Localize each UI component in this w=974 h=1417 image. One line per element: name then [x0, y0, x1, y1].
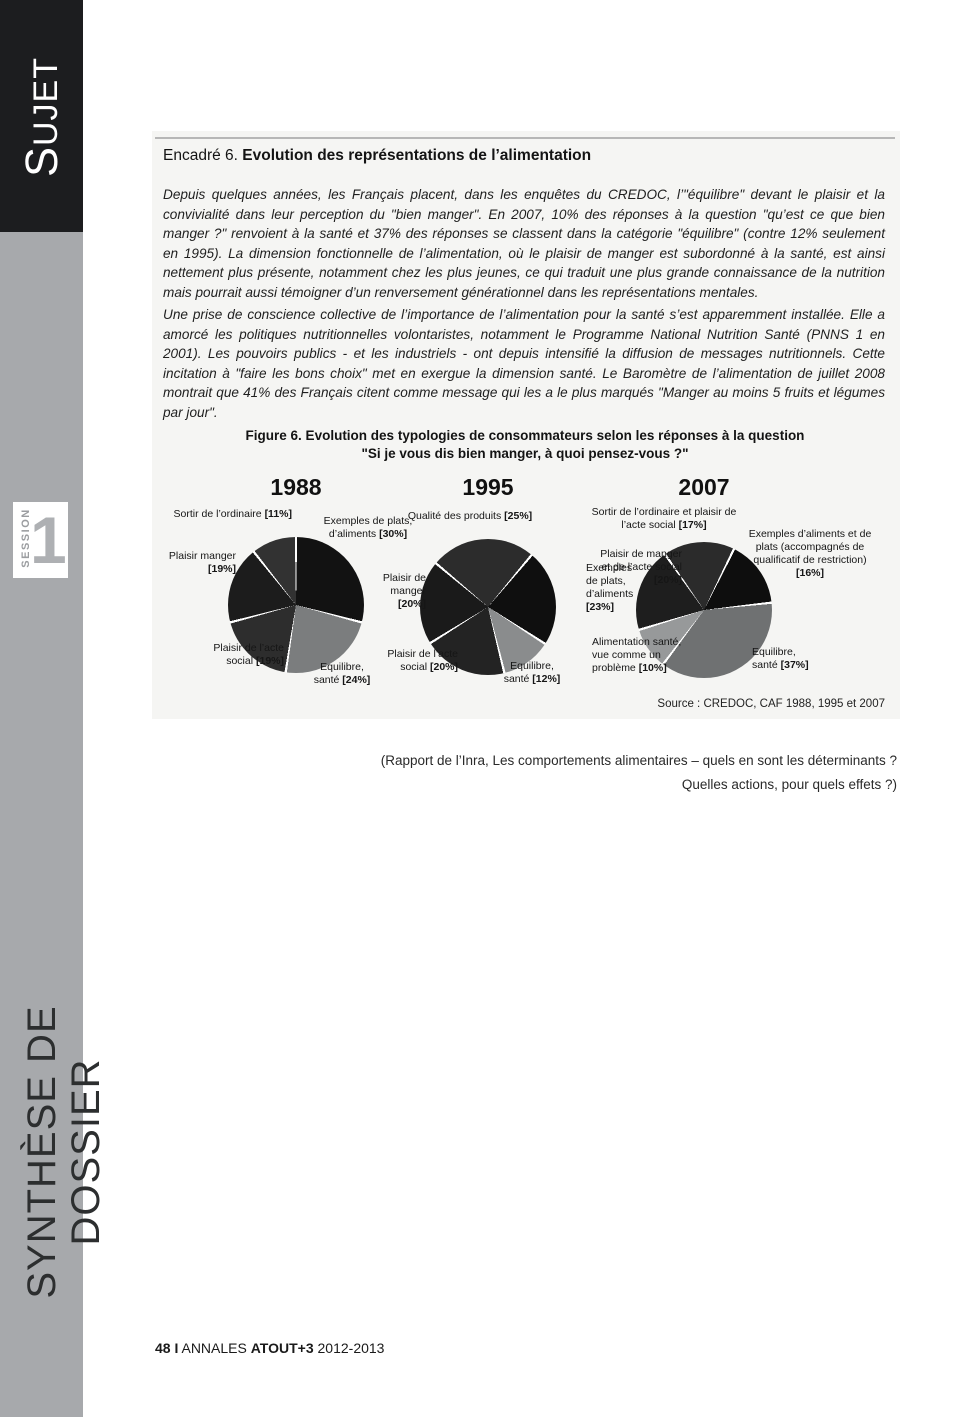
- label-pct: [37%]: [780, 659, 809, 671]
- pie-slice-label: Equilibre, santé [24%]: [308, 661, 376, 687]
- pie-slice-label: Plaisir de manger et de l’acte social [2…: [592, 548, 682, 587]
- pie-slice-label: Sortir de l’ordinaire [11%]: [162, 508, 292, 521]
- figure-source: Source : CREDOC, CAF 1988, 1995 et 2007: [657, 698, 885, 710]
- pie-year-1988: 1988: [270, 474, 322, 500]
- label-pct: [16%]: [795, 567, 824, 579]
- report-caption-line2: Quelles actions, pour quels effets ?): [681, 777, 897, 792]
- pie-slice-label: Plaisir manger [19%]: [160, 550, 236, 576]
- pie-chart-1995: [420, 539, 556, 675]
- pie-slice-label: Exemples de plats, d’aliments [30%]: [318, 515, 418, 541]
- label-pct: [11%]: [264, 508, 292, 520]
- label-pct: [20%]: [653, 574, 682, 586]
- label-pct: [24%]: [342, 674, 371, 686]
- label-text: Exemples de plats, d’aliments: [586, 562, 634, 600]
- paragraph-1: Depuis quelques années, les Français pla…: [163, 187, 885, 300]
- pie-year-1995: 1995: [462, 474, 514, 500]
- label-text: Alimentation santé, vue comme un problèm…: [592, 636, 682, 674]
- session-badge: [13, 502, 68, 578]
- label-text: Equilibre, santé: [313, 661, 364, 686]
- label-text: Equilibre, santé: [503, 660, 554, 685]
- sidebar-bottom-block: [0, 232, 83, 1417]
- footer-page-number: 48: [155, 1340, 171, 1356]
- label-pct: [10%]: [638, 662, 667, 674]
- label-pct: [23%]: [586, 601, 615, 613]
- pie-slice-label: Plaisir de manger [20%]: [376, 572, 426, 611]
- sidebar-label-sujet: SUJET: [16, 37, 67, 197]
- encadre-heading-prefix: Encadré 6.: [163, 147, 238, 164]
- footer-years: 2012-2013: [317, 1340, 385, 1356]
- pie-slice-label: Alimentation santé, vue comme un problèm…: [592, 636, 688, 675]
- label-text: Plaisir de l’acte social: [387, 648, 458, 673]
- label-text: Qualité des produits: [407, 510, 502, 522]
- label-pct: [12%]: [532, 673, 561, 685]
- footer-separator: I: [174, 1340, 179, 1356]
- label-pct: [25%]: [504, 510, 533, 522]
- report-caption-line1: (Rapport de l’Inra, Les comportements al…: [380, 753, 897, 768]
- label-pct: [20%]: [429, 661, 458, 673]
- label-text: Sortir de l’ordinaire: [173, 508, 262, 520]
- label-text: Plaisir de manger et de l’acte social: [600, 548, 682, 573]
- encadre-heading-title: Evolution des représentations de l’alime…: [242, 147, 592, 164]
- label-text: Exemples d’aliments et de plats (accompa…: [748, 528, 872, 566]
- label-pct: [17%]: [678, 519, 707, 531]
- pie-slice-label: Equilibre, santé [37%]: [752, 646, 822, 672]
- footer-brand: ATOUT+3: [250, 1340, 314, 1356]
- session-badge-number: 1: [30, 503, 67, 577]
- page-footer: 48 I ANNALES ATOUT+3 2012-2013: [155, 1340, 384, 1356]
- label-text: Plaisir manger: [168, 550, 236, 562]
- label-pct: [30%]: [379, 528, 408, 540]
- pie-year-2007: 2007: [678, 474, 730, 500]
- encadre-heading: Encadré 6. Evolution des représentations…: [163, 147, 893, 165]
- sujet-rest: UJET: [27, 57, 65, 146]
- figure-title-line1: Figure 6. Evolution des typologies de co…: [245, 428, 805, 443]
- figure-title-line2: "Si je vous dis bien manger, à quoi pens…: [361, 446, 689, 461]
- label-text: Equilibre, santé: [752, 646, 796, 671]
- label-text: Plaisir de manger: [382, 572, 426, 597]
- pie-slice-label: Qualité des produits [25%]: [390, 510, 550, 523]
- pie-chart-1988: [228, 537, 364, 673]
- label-pct: [20%]: [397, 598, 426, 610]
- top-divider: [155, 137, 895, 139]
- sujet-initial: S: [16, 146, 67, 178]
- label-pct: [19%]: [207, 563, 236, 575]
- label-text: Sortir de l’ordinaire et plaisir de l’ac…: [591, 506, 737, 531]
- footer-annales: ANNALES: [181, 1340, 247, 1356]
- pie-slice-label: Exemples de plats, d’aliments [23%]: [586, 562, 642, 614]
- label-pct: [19%]: [255, 655, 284, 667]
- pie-slice-label: Equilibre, santé [12%]: [498, 660, 566, 686]
- label-text: Exemples de plats, d’aliments: [323, 515, 413, 540]
- pie-slice-label: Sortir de l’ordinaire et plaisir de l’ac…: [590, 506, 738, 532]
- pie-slice-label: Plaisir de l’acte social [20%]: [372, 648, 458, 674]
- pie-chart-2007: [636, 542, 772, 678]
- pie-slice-label: Plaisir de l’acte social [19%]: [200, 642, 284, 668]
- sidebar-label-synthese-de-dossier: SYNTHÈSE DE DOSSIER: [20, 1005, 108, 1299]
- pie-slice-label: Exemples d’aliments et de plats (accompa…: [744, 528, 876, 580]
- paragraph-2: Une prise de conscience collective de l’…: [163, 307, 885, 420]
- label-text: Plaisir de l’acte social: [213, 642, 284, 667]
- sidebar-top-block: [0, 0, 83, 232]
- figure-title: Figure 6. Evolution des typologies de co…: [155, 427, 895, 463]
